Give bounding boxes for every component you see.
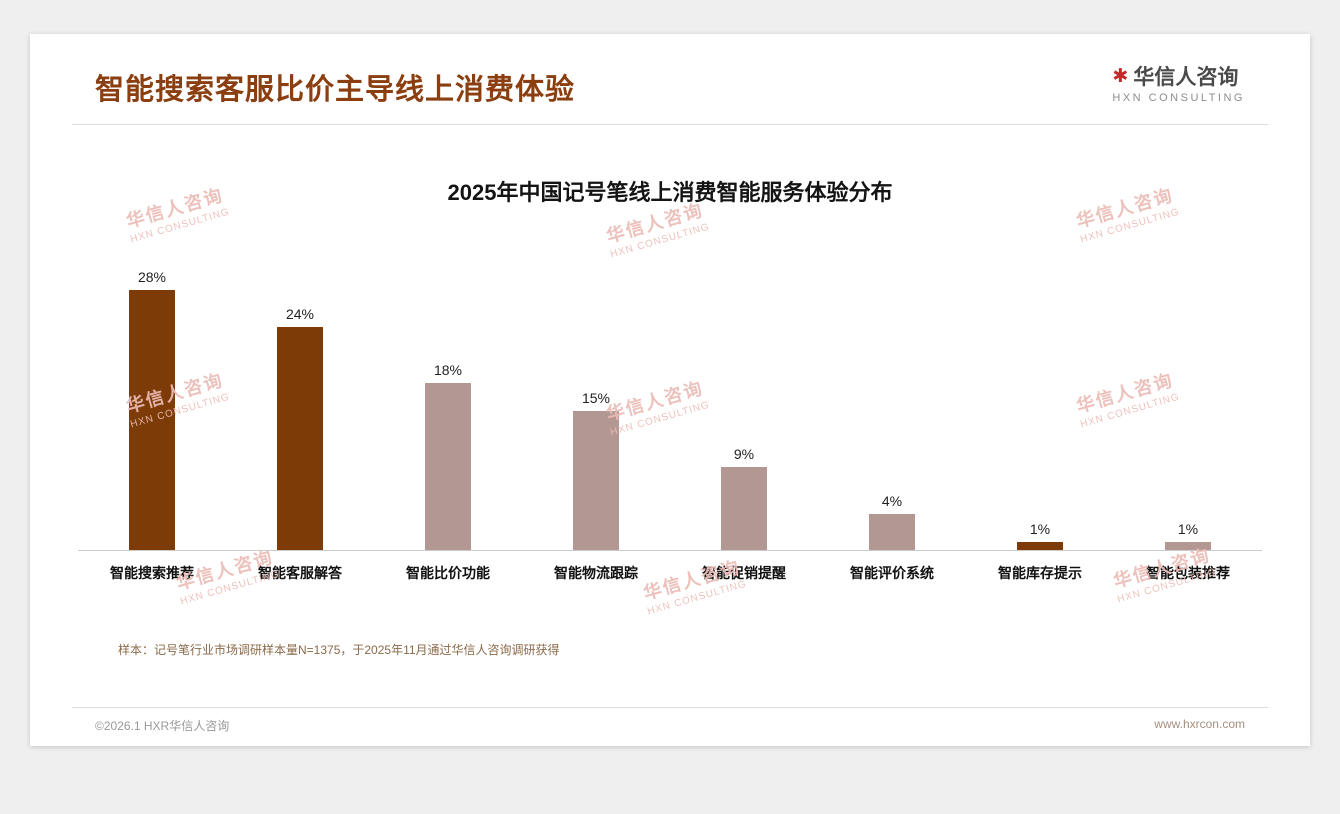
- header: 智能搜索客服比价主导线上消费体验 ✱ 华信人咨询 HXN CONSULTING: [72, 34, 1268, 125]
- bar: [869, 513, 915, 551]
- x-axis-line: [78, 550, 1262, 551]
- bar-column: 1% 智能包装推荐: [1114, 231, 1262, 591]
- bar-value-label: 9%: [733, 446, 755, 462]
- bar: [1017, 541, 1063, 551]
- bar-category-label: 智能包装推荐: [1146, 565, 1230, 581]
- bar-category-label: 智能搜索推荐: [110, 565, 194, 581]
- bar-value-label: 28%: [137, 268, 167, 285]
- bar: [129, 289, 175, 551]
- chart-title: 2025年中国记号笔线上消费智能服务体验分布: [447, 180, 893, 205]
- bar-value-label: 18%: [433, 362, 463, 378]
- bar-value-label: 15%: [581, 390, 611, 406]
- logo-en-text: HXN CONSULTING: [1112, 92, 1245, 105]
- footer: ©2026.1 HXR华信人咨询 www.hxrcon.com: [72, 707, 1268, 734]
- bar-category-label: 智能评价系统: [850, 565, 934, 581]
- bar-category-label: 智能库存提示: [998, 565, 1082, 581]
- footnote: 样本：记号笔行业市场调研样本量N=1375，于2025年11月通过华信人咨询调研…: [118, 643, 560, 657]
- logo-wordmark: ✱ 华信人咨询: [1112, 66, 1245, 89]
- logo: ✱ 华信人咨询 HXN CONSULTING: [1112, 66, 1245, 104]
- bar-category-label: 智能客服解答: [258, 565, 342, 581]
- bar-value-label: 4%: [881, 492, 903, 509]
- bar-column: 4% 智能评价系统: [818, 231, 966, 591]
- bar: [277, 327, 323, 551]
- bar-column: 28% 智能搜索推荐: [78, 231, 226, 591]
- website-url: www.hxrcon.com: [1154, 717, 1245, 731]
- bar-value-label: 1%: [1177, 520, 1199, 537]
- bar-value-label: 24%: [285, 306, 315, 322]
- bar: [721, 467, 767, 551]
- bar-category-label: 智能比价功能: [406, 565, 490, 581]
- bar-column: 9% 智能促销提醒: [670, 231, 818, 591]
- bar: [1165, 541, 1211, 551]
- bar-value-label: 1%: [1029, 520, 1051, 537]
- bar-column: 18% 智能比价功能: [374, 231, 522, 591]
- bar: [573, 411, 619, 551]
- bar-column: 1% 智能库存提示: [966, 231, 1114, 591]
- report-card: 华信人咨询 HXN CONSULTING 华信人咨询 HXN CONSULTING 华信…: [30, 34, 1310, 746]
- logo-asterisk-icon: ✱: [1112, 66, 1129, 88]
- bar-column: 24% 智能客服解答: [226, 231, 374, 591]
- bar-category-label: 智能促销提醒: [702, 565, 786, 581]
- bar-column: 15% 智能物流跟踪: [522, 231, 670, 591]
- page-title: 智能搜索客服比价主导线上消费体验: [95, 74, 576, 106]
- bar: [425, 383, 471, 551]
- bar-category-label: 智能物流跟踪: [554, 565, 638, 581]
- copyright: ©2026.1 HXR华信人咨询: [95, 719, 230, 733]
- logo-cn-text: 华信人咨询: [1133, 66, 1239, 89]
- bar-chart: 28% 智能搜索推荐 24% 智能客服解答 18% 智能比价功能 15% 智能物流跟踪 9% 智能…: [78, 231, 1262, 591]
